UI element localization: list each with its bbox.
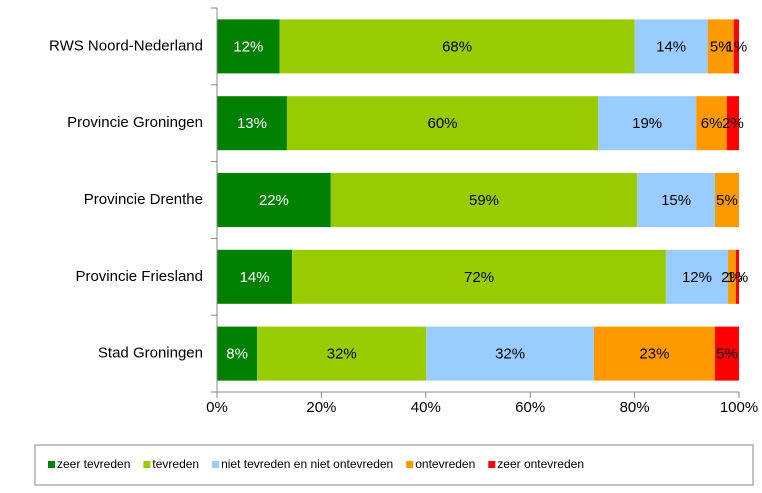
- bar-segment: [598, 96, 697, 151]
- bar-segment: [714, 326, 739, 381]
- y-tick-label: Provincie Drenthe: [84, 191, 203, 208]
- bar-segment: [217, 249, 293, 304]
- legend-swatch: [488, 461, 496, 468]
- legend-label: tevreden: [152, 457, 199, 471]
- y-tick-label: Provincie Groningen: [67, 114, 203, 131]
- bar-segment: [217, 326, 258, 381]
- data-label: 32%: [327, 346, 357, 363]
- legend-swatch: [48, 461, 55, 468]
- x-tick-label: 40%: [411, 399, 441, 416]
- bar-segment: [426, 326, 594, 381]
- y-tick-label: RWS Noord-Nederland: [49, 37, 203, 54]
- bar-segment: [735, 249, 739, 304]
- data-label: 12%: [682, 269, 712, 286]
- bar-segment: [286, 96, 599, 151]
- data-label: 12%: [233, 38, 263, 55]
- x-tick-label: 0%: [206, 399, 228, 416]
- data-label: 19%: [632, 115, 662, 132]
- bar-segment: [733, 19, 739, 74]
- data-label: 5%: [710, 38, 732, 55]
- legend: zeer tevreden tevreden niet tevreden en ni…: [48, 457, 584, 471]
- data-label: 14%: [240, 269, 270, 286]
- data-label: 1%: [727, 269, 749, 286]
- legend-label: ontevreden: [415, 457, 475, 471]
- data-label: 5%: [716, 192, 738, 209]
- x-tick-label: 60%: [515, 399, 545, 416]
- data-label: 5%: [716, 346, 738, 363]
- data-label: 32%: [495, 346, 525, 363]
- y-tick-label: Provincie Friesland: [75, 268, 203, 285]
- bar-segment: [292, 249, 666, 304]
- x-tick-label: 80%: [620, 399, 650, 416]
- legend-label: zeer tevreden: [57, 457, 130, 471]
- bar-segment: [593, 326, 715, 381]
- bar-segment: [726, 96, 739, 151]
- legend-swatch: [406, 461, 414, 468]
- legend-swatch: [143, 461, 151, 468]
- data-label: 13%: [237, 115, 267, 132]
- bar-segment: [217, 173, 331, 227]
- data-label: 6%: [701, 115, 723, 132]
- data-label: 15%: [661, 192, 691, 209]
- data-label: 23%: [639, 346, 669, 363]
- bar-segment: [279, 19, 635, 74]
- data-label: 68%: [442, 38, 472, 55]
- legend-box: [34, 444, 754, 486]
- bar-segment: [707, 19, 734, 74]
- data-label: 59%: [469, 192, 499, 209]
- bar-segment: [217, 19, 280, 74]
- data-label: 2%: [722, 115, 744, 132]
- bar-segment: [696, 96, 727, 151]
- bar-segment: [257, 326, 427, 381]
- bar-segment: [714, 173, 739, 227]
- bar-segment: [330, 173, 638, 227]
- data-label: 14%: [656, 38, 686, 55]
- x-tick-label: 20%: [306, 399, 336, 416]
- data-label: 1%: [726, 38, 748, 55]
- legend-label: niet tevreden en niet ontevreden: [221, 457, 393, 471]
- bar-segment: [665, 249, 729, 304]
- bar-segment: [728, 249, 736, 304]
- data-label: 72%: [464, 269, 494, 286]
- data-label: 22%: [259, 192, 289, 209]
- bar-segment: [217, 96, 287, 151]
- bar-segment: [634, 19, 708, 74]
- bar-segment: [637, 173, 715, 227]
- legend-label: zeer ontevreden: [497, 457, 584, 471]
- x-tick-label: 100%: [720, 399, 758, 416]
- data-label: 8%: [226, 346, 248, 363]
- data-label: 60%: [427, 115, 457, 132]
- y-tick-label: Stad Groningen: [98, 345, 203, 362]
- legend-swatch: [212, 461, 220, 468]
